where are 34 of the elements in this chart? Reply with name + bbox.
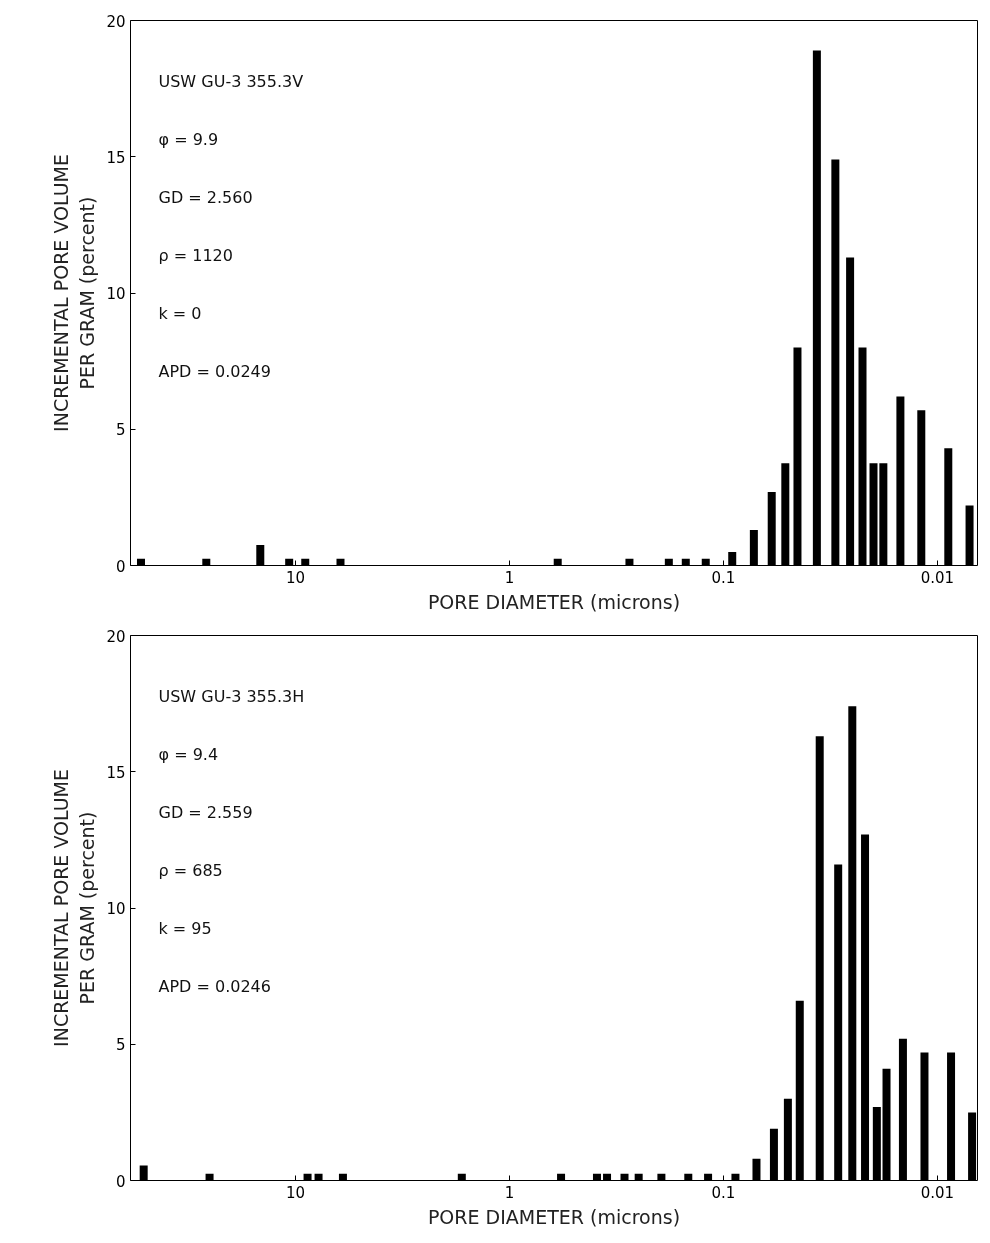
y-axis-title: INCREMENTAL PORE VOLUME PER GRAM (percent) — [50, 769, 99, 1047]
x-tick-label: 0.1 — [711, 568, 736, 587]
annotation: ρ = 1120 — [158, 245, 233, 265]
y-tick-label: 0 — [115, 557, 126, 576]
y-tick-label: 10 — [106, 900, 126, 918]
y-tick-label: 20 — [106, 627, 126, 646]
y-tick-label: 15 — [106, 148, 126, 167]
y-tick-label: 10 — [106, 285, 126, 303]
y-tick-label: 15 — [106, 763, 126, 782]
x-tick-label: 1 — [504, 1183, 515, 1202]
y-tick-label: 20 — [106, 12, 126, 31]
annotation: GD = 2.560 — [158, 187, 253, 207]
annotation: USW GU-3 355.3V — [158, 71, 304, 91]
annotation: GD = 2.559 — [158, 802, 253, 822]
x-tick-label: 10 — [285, 1183, 306, 1202]
annotation: k = 0 — [158, 303, 202, 323]
annotation: USW GU-3 355.3H — [158, 686, 305, 706]
annotation: φ = 9.9 — [158, 129, 219, 149]
annotation: APD = 0.0249 — [158, 361, 271, 381]
x-tick-label: 0.1 — [711, 1183, 736, 1202]
y-tick-label: 5 — [115, 421, 126, 440]
x-axis-title: PORE DIAMETER (microns) — [427, 1205, 681, 1228]
y-tick-label: 0 — [115, 1172, 126, 1191]
annotation: k = 95 — [158, 918, 212, 938]
x-tick-label: 1 — [504, 568, 515, 587]
y-tick-label: 5 — [115, 1036, 126, 1055]
y-axis-title: INCREMENTAL PORE VOLUME PER GRAM (percent) — [50, 154, 99, 432]
x-tick-label: 10 — [285, 568, 306, 587]
annotation: APD = 0.0246 — [158, 976, 271, 996]
annotation: ρ = 685 — [158, 860, 223, 880]
x-tick-label: 0.01 — [920, 1183, 955, 1202]
x-axis-title: PORE DIAMETER (microns) — [427, 590, 681, 613]
x-tick-label: 0.01 — [920, 568, 955, 587]
annotation: φ = 9.4 — [158, 744, 219, 764]
